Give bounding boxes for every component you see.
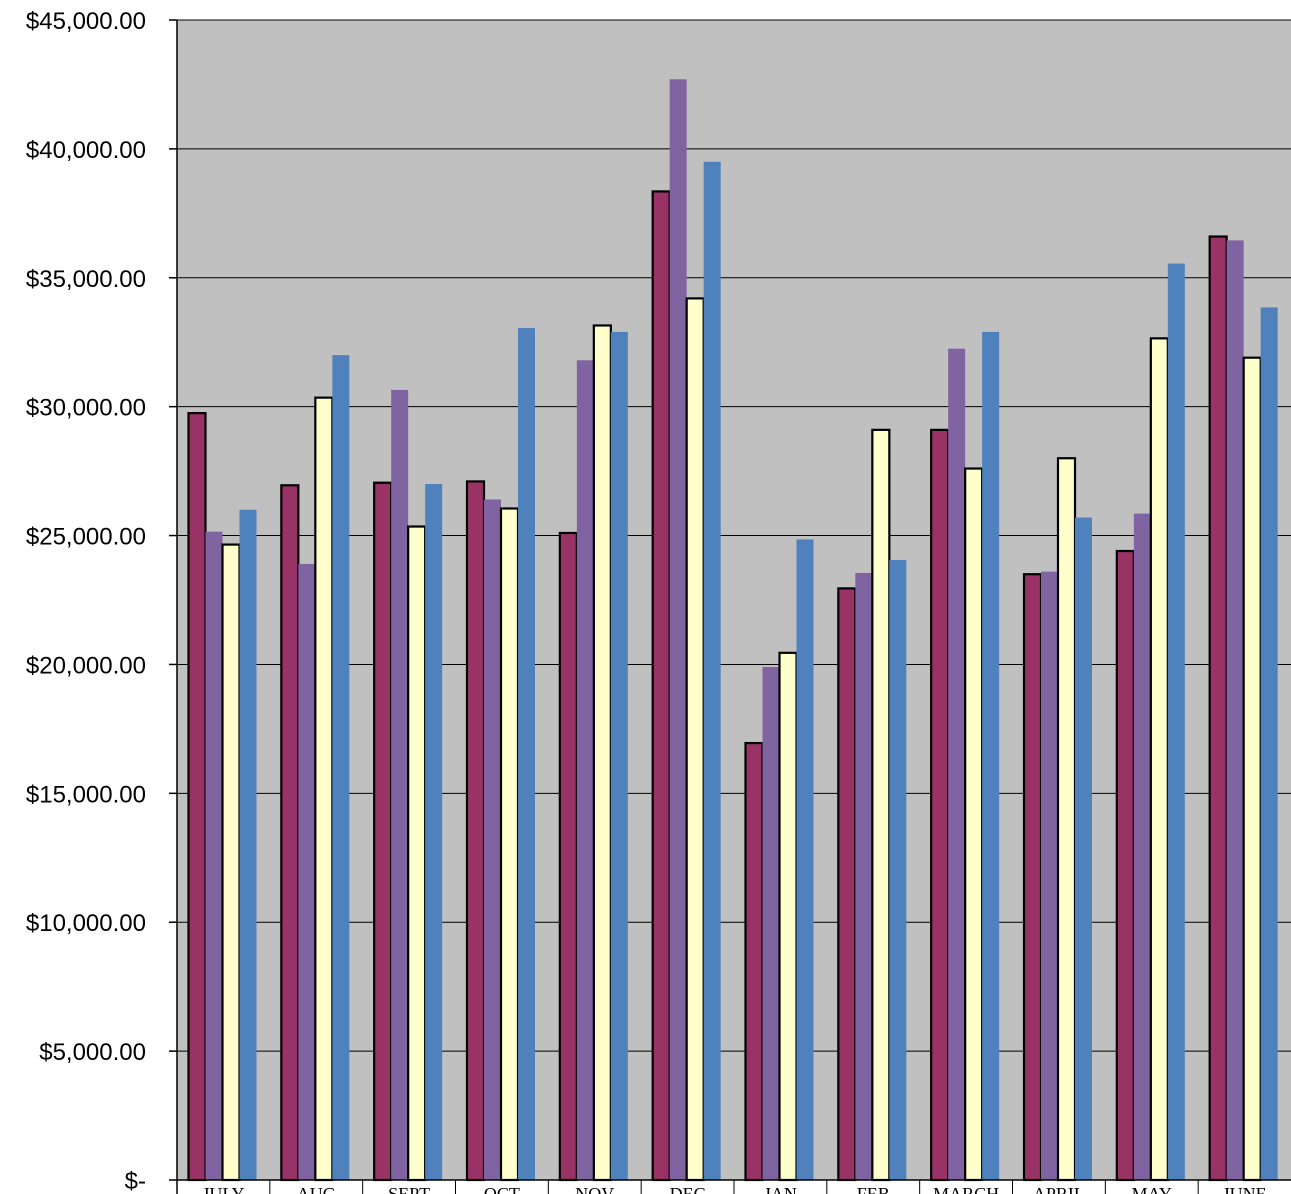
y-tick-label: $30,000.00	[26, 395, 146, 422]
bar	[703, 161, 721, 1180]
bar	[518, 328, 535, 1180]
x-tick-label: JULY	[202, 1184, 244, 1194]
bar	[425, 484, 443, 1180]
bar	[1226, 240, 1244, 1180]
bar	[1115, 549, 1135, 1182]
bar	[855, 572, 873, 1180]
bar	[187, 412, 207, 1182]
bar	[221, 543, 241, 1182]
bar	[669, 79, 687, 1180]
bar	[407, 525, 427, 1182]
bar	[871, 428, 891, 1182]
bar	[576, 360, 594, 1180]
bar	[889, 560, 907, 1180]
bar	[837, 587, 857, 1182]
bar	[685, 297, 705, 1182]
bar	[332, 355, 350, 1181]
bars	[187, 79, 1278, 1182]
x-tick-label: DEC	[670, 1184, 706, 1194]
x-tick-label: FEB	[857, 1184, 890, 1194]
bar	[778, 651, 798, 1182]
y-tick-label: $20,000.00	[26, 652, 146, 679]
bar	[1242, 356, 1262, 1182]
x-tick-label: NOV	[575, 1184, 614, 1194]
bar	[948, 348, 966, 1181]
x-axis-ticks: JULY AUG SEPT OCT NOV DEC JAN FEB MARCH APRIL MAY J…	[202, 1184, 1266, 1194]
y-tick-label: $45,000.00	[26, 8, 146, 35]
bar	[1167, 263, 1185, 1181]
x-tick-label: MARCH	[933, 1184, 999, 1194]
x-tick-label: SEPT	[388, 1184, 430, 1194]
bar	[280, 484, 300, 1182]
y-tick-label: $10,000.00	[26, 910, 146, 937]
bar	[930, 428, 950, 1182]
bar	[373, 481, 393, 1182]
x-tick-label: JUNE	[1223, 1184, 1267, 1194]
bar	[484, 499, 501, 1180]
plot-area	[177, 20, 1291, 1180]
y-tick-label: $-	[125, 1168, 146, 1194]
bar	[205, 531, 223, 1180]
y-tick-label: $15,000.00	[26, 781, 146, 808]
bar	[796, 539, 814, 1180]
bar	[982, 331, 1000, 1180]
bar	[651, 190, 671, 1182]
y-tick-label: $5,000.00	[39, 1039, 146, 1066]
bar	[1075, 517, 1092, 1180]
y-axis-ticks: $- $5,000.00 $10,000.00 $15,000.00 $20,000.0…	[26, 8, 177, 1194]
bar	[314, 396, 334, 1182]
x-tick-label: OCT	[484, 1184, 520, 1194]
bar	[1208, 235, 1228, 1182]
y-tick-label: $35,000.00	[26, 266, 146, 293]
bar	[1056, 457, 1077, 1182]
bar	[1260, 307, 1278, 1180]
bar	[744, 741, 764, 1182]
x-tick-label: JAN	[764, 1184, 797, 1194]
category-dividers	[269, 1180, 1199, 1194]
bar	[298, 563, 316, 1180]
x-tick-label: APRIL	[1033, 1184, 1085, 1194]
y-tick-label: $40,000.00	[26, 137, 146, 164]
bar	[592, 324, 612, 1182]
bar	[391, 389, 409, 1180]
bar	[1133, 513, 1151, 1180]
bar	[239, 509, 257, 1180]
gridlines	[177, 19, 1291, 1052]
x-tick-label: AUG	[297, 1184, 336, 1194]
bar	[1149, 337, 1169, 1182]
bar	[1041, 571, 1058, 1180]
bar	[964, 467, 984, 1182]
bar	[762, 667, 780, 1180]
bar	[499, 507, 520, 1182]
bar	[1022, 573, 1043, 1182]
bar	[558, 531, 578, 1182]
bar	[610, 331, 628, 1180]
x-tick-label: MAY	[1132, 1184, 1172, 1194]
bar	[465, 480, 486, 1182]
y-tick-label: $25,000.00	[26, 524, 146, 551]
